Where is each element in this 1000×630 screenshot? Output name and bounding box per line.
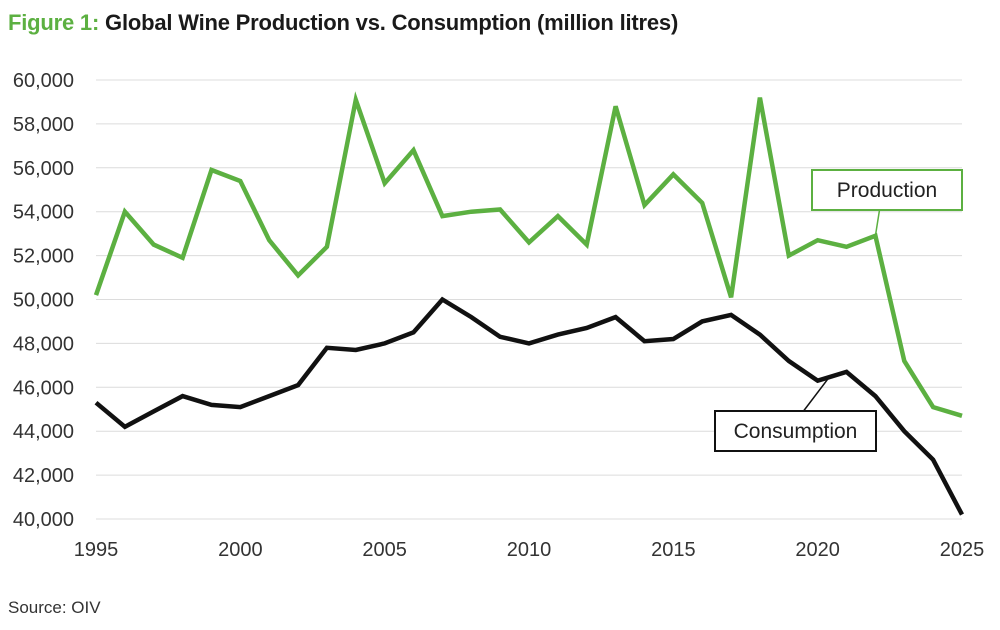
x-axis-ticks: 1995 2000 2005 2010 2015 2020 2025 xyxy=(74,539,985,561)
annotation-box-consumption xyxy=(714,410,877,452)
chart-title: Global Wine Production vs. Consumption (… xyxy=(105,10,679,35)
y-tick-label: 54,000 xyxy=(13,202,74,224)
y-tick-label: 42,000 xyxy=(13,465,74,487)
annotation-box-production xyxy=(811,169,963,211)
y-tick-label: 60,000 xyxy=(13,70,74,92)
figure-title: Figure 1: Global Wine Production vs. Con… xyxy=(8,10,678,36)
y-tick-label: 52,000 xyxy=(13,246,74,268)
y-tick-label: 46,000 xyxy=(13,377,74,399)
annotation-label-consumption: Consumption xyxy=(734,420,858,443)
annotation-leader-production xyxy=(874,209,881,236)
y-tick-label: 48,000 xyxy=(13,333,74,355)
series-annotations: Production Consumption xyxy=(714,169,963,452)
x-tick-label: 2020 xyxy=(795,539,840,561)
annotation-label-production: Production xyxy=(837,179,937,202)
y-tick-label: 40,000 xyxy=(13,509,74,531)
series-line-consumption xyxy=(94,296,964,516)
annotation-leader-consumption xyxy=(802,376,830,412)
x-tick-label: 1995 xyxy=(74,539,119,561)
series-line-production xyxy=(93,91,963,418)
source-note: Source: OIV xyxy=(8,598,101,617)
y-tick-label: 44,000 xyxy=(13,421,74,443)
y-axis-ticks: 40,000 42,000 44,000 46,000 48,000 50,000 52,0… xyxy=(13,70,74,531)
y-tick-label: 56,000 xyxy=(13,158,74,180)
x-tick-label: 2005 xyxy=(362,539,407,561)
x-tick-label: 2010 xyxy=(507,539,552,561)
figure-label: Figure 1: xyxy=(8,10,100,35)
x-tick-label: 2000 xyxy=(218,539,263,561)
series-lines xyxy=(93,91,964,516)
line-chart: 40,000 42,000 44,000 46,000 48,000 50,000 52,0… xyxy=(13,70,985,561)
gridlines xyxy=(96,79,962,520)
y-tick-label: 50,000 xyxy=(13,290,74,312)
x-tick-label: 2015 xyxy=(651,539,696,561)
x-tick-label: 2025 xyxy=(940,539,985,561)
y-tick-label: 58,000 xyxy=(13,114,74,136)
